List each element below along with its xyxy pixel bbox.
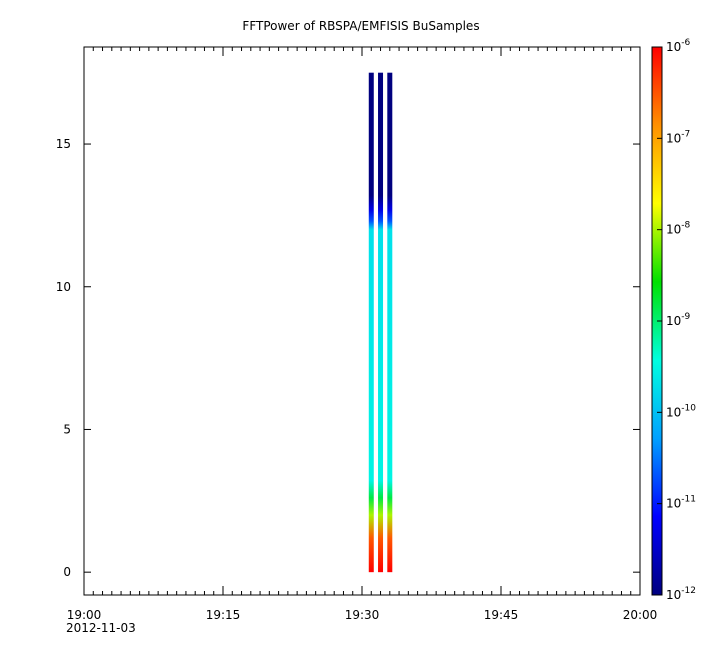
colorbar-tick-label: 10-8: [666, 221, 691, 237]
colorbar-tick-label: 10-7: [666, 129, 690, 145]
y-tick-label: 5: [63, 422, 71, 436]
colorbar-tick-label: 10-11: [666, 495, 696, 511]
x-tick-label: 19:30: [345, 608, 380, 622]
y-axis: 0 5 10 15: [56, 137, 640, 579]
x-tick-label: 19:45: [484, 608, 519, 622]
colorbar-tick-label: 10-10: [666, 403, 696, 419]
burst-column-3: [387, 72, 393, 573]
x-tick-label: 20:00: [623, 608, 658, 622]
x-axis-date-label: 2012-11-03: [66, 621, 136, 635]
plot-frame: [83, 46, 641, 596]
chart-title: FFTPower of RBSPA/EMFISIS BuSamples: [242, 19, 479, 33]
y-tick-label: 15: [56, 137, 71, 151]
burst-column-2: [378, 72, 384, 573]
x-tick-label: 19:15: [206, 608, 241, 622]
burst-columns: [368, 72, 393, 573]
colorbar-tick-label: 10-9: [666, 312, 691, 328]
colorbar-tick-label: 10-6: [666, 38, 691, 54]
colorbar-ticks: 10-12 10-11 10-10 10-9 10-8 10-7 10-6: [657, 38, 696, 602]
x-tick-label: 19:00: [67, 608, 102, 622]
y-tick-label: 10: [56, 280, 71, 294]
colorbar-tick-label: 10-12: [666, 586, 696, 602]
y-tick-label: 0: [63, 565, 71, 579]
burst-column-1: [368, 72, 374, 573]
x-axis: 19:00 19:15 19:30 19:45 20:00: [67, 47, 658, 622]
